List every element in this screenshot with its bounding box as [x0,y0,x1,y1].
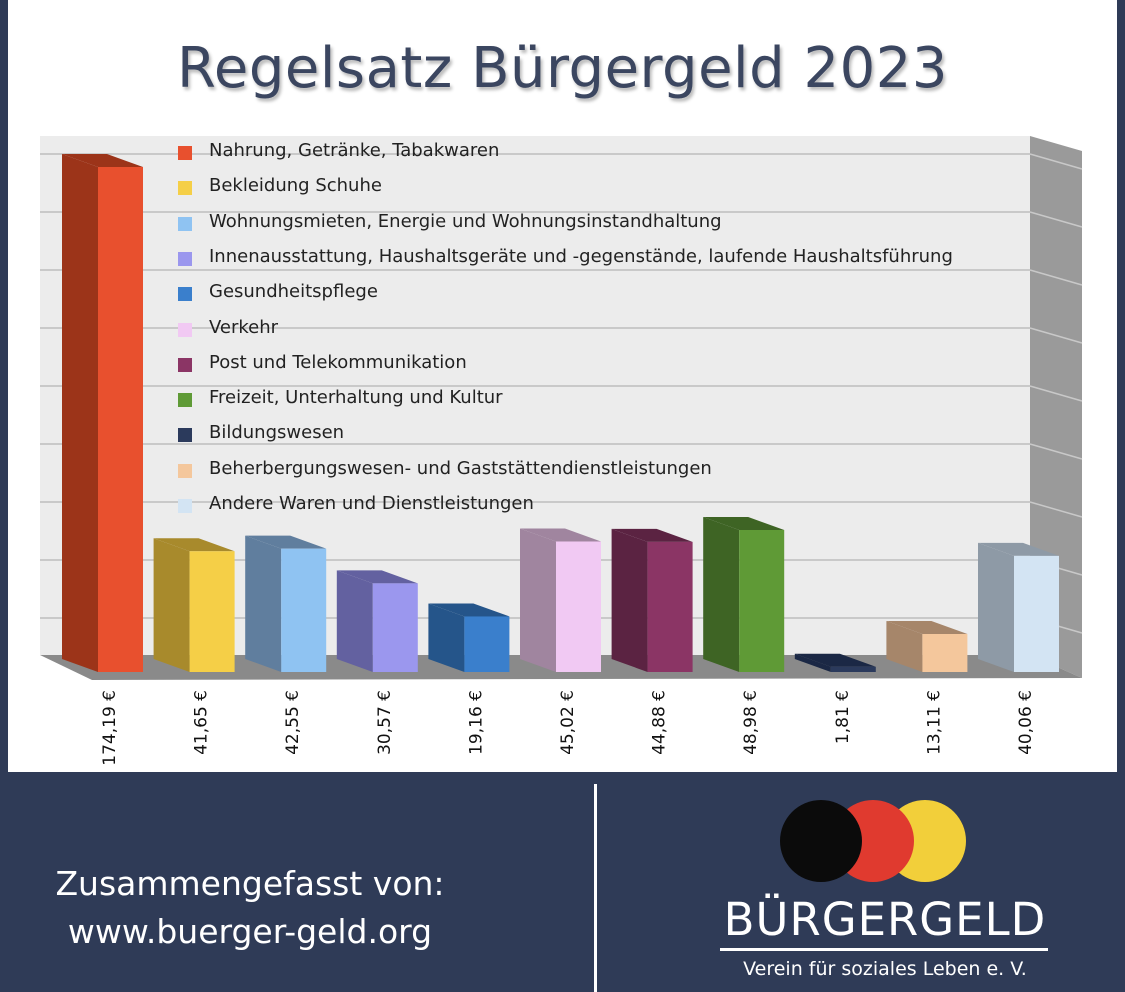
bar-7 [611,528,693,672]
gridline-side [1029,327,1083,344]
bar-side [245,535,282,672]
credit-line-1: Zusammengefasst von: [55,864,445,903]
legend-swatch [178,428,192,443]
bar-top [153,538,235,552]
legend-label: Freizeit, Unterhaltung und Kultur [209,387,503,409]
logo-circle-black [780,800,862,882]
legend-swatch [178,216,192,231]
legend-label: Nahrung, Getränke, Tabakwaren [209,140,500,161]
legend-label: Wohnungsmieten, Energie und Wohnungsinst… [209,210,722,232]
bar-top [978,542,1059,556]
legend-swatch [178,499,192,513]
value-label: 44,88 € [650,690,670,755]
value-label: 40,06 € [1016,690,1036,755]
logo-subtitle: Verein für soziales Leben e. V. [743,958,1027,980]
bar-front [556,541,601,672]
value-label: 48,98 € [741,690,761,755]
bar-top [703,517,785,531]
bar-front [647,541,693,672]
bar-top [336,570,418,584]
bar-side [703,517,740,672]
legend-label: Gesundheitspflege [209,281,378,303]
logo-circles [780,800,980,890]
bar-front [372,583,418,672]
bar-side [336,570,373,672]
bar-10 [886,620,968,672]
value-label: 42,55 € [283,690,303,755]
legend-label: Beherbergungswesen- und Gaststättendiens… [209,457,712,479]
chart-value-labels: 174,19 € 41,65 € 42,55 € 30,57 € 19,16 € 45,0… [100,690,1036,766]
gridline-side [1029,501,1083,518]
legend-swatch [178,251,192,266]
bar-side [886,620,923,672]
bar-top [794,653,876,667]
bar-side [611,528,648,672]
bar-side [978,542,1014,672]
bar-front [922,633,968,672]
legend-swatch [178,393,192,408]
logo-wordmark: BÜRGERGELD [723,893,1047,946]
bar-1 [62,154,143,672]
credit-block: Zusammengefasst von: www.buerger-geld.or… [0,860,500,956]
bar-front [281,548,327,672]
legend-swatch [178,146,192,160]
legend-swatch [178,357,192,372]
bar-top [611,528,693,542]
value-label: 19,16 € [466,690,486,755]
bar-4 [336,570,418,672]
bar-5 [428,603,510,672]
bar-front [189,551,235,672]
gridline-side [1029,153,1083,170]
bar-8 [703,517,785,672]
bar-side [794,653,831,672]
legend-label: Bildungswesen [209,422,345,444]
bar-3 [245,535,327,672]
bar-front [98,167,143,672]
bar-top [886,620,968,634]
bar-front [464,616,510,672]
value-label: 45,02 € [558,690,578,755]
value-label: 174,19 € [100,690,120,766]
bar-11 [978,542,1059,672]
legend-swatch [178,322,192,337]
chart-title: Regelsatz Bürgergeld 2023 [177,36,948,101]
value-label: 41,65 € [192,690,212,755]
bar-chart: 174,19 € 41,65 € 42,55 € 30,57 € 19,16 € 45,0… [40,136,1083,766]
legend-label: Innenausstattung, Haushaltsgeräte und -g… [209,245,953,267]
bar-top [520,528,601,542]
legend-label: Andere Waren und Dienstleistungen [209,493,534,514]
credit-url[interactable]: www.buerger-geld.org [67,912,433,951]
legend-swatch [178,287,192,302]
bar-top [428,603,510,617]
bar-side [62,154,98,672]
legend-swatch [178,463,192,478]
bar-6 [520,528,601,672]
value-label: 1,81 € [833,690,853,744]
bar-top [245,535,327,549]
legend-label: Bekleidung Schuhe [209,175,382,197]
logo-underline [720,948,1048,951]
footer-divider [594,784,597,992]
legend-label: Verkehr [209,316,279,338]
bar-side [428,603,465,672]
value-label: 30,57 € [375,690,395,755]
chart-bars [62,154,1059,672]
chart-side-wall [1030,136,1082,678]
gridline-side [1029,443,1083,460]
gridline-side [1029,211,1083,228]
bar-front [1014,555,1059,672]
bar-front [739,530,785,672]
bar-top [62,154,143,167]
gridline-side [1029,269,1083,286]
gridline-side [1029,385,1083,402]
bar-2 [153,538,235,672]
value-label: 13,11 € [924,690,944,755]
bar-9 [794,653,876,672]
legend-label: Post und Telekommunikation [209,351,467,373]
bar-side [520,528,556,672]
bar-front [830,666,876,672]
bar-side [153,538,190,672]
legend-swatch [178,181,192,196]
